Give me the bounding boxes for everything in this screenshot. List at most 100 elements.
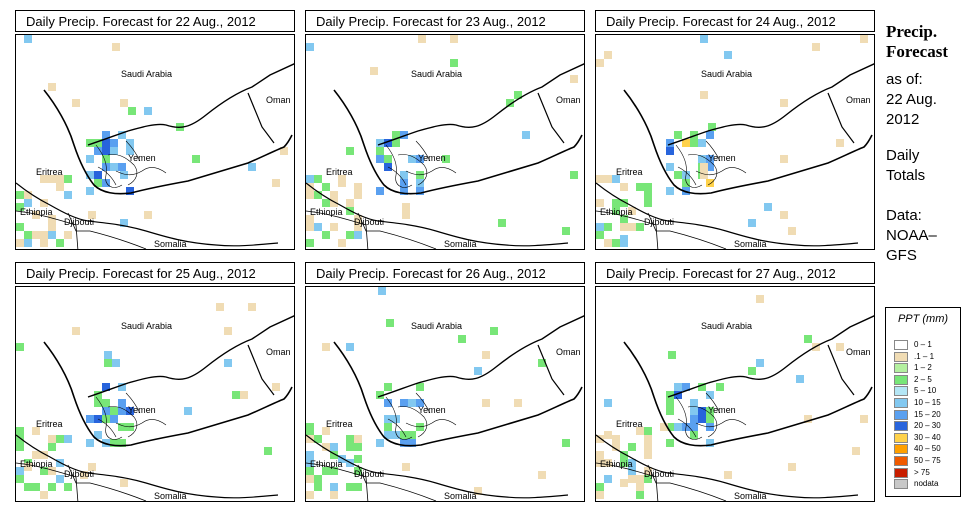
precip-cell [16,435,24,443]
precip-cell [16,203,24,211]
precip-cell [376,147,384,155]
precip-cell [474,367,482,375]
precip-cell [668,351,676,359]
precip-cell [716,383,724,391]
precip-cell [666,423,674,431]
precip-cell [322,231,330,239]
precip-cell [354,183,362,191]
precip-cell [40,199,48,207]
precip-cell [386,319,394,327]
precip-cell [860,415,868,423]
legend-label: .1 – 1 [914,351,935,361]
eritrea-label: Eritrea [36,419,63,429]
governorate-border [415,392,431,414]
panel-title: Daily Precip. Forecast for 27 Aug., 2012 [595,262,875,284]
oman-label: Oman [846,95,871,105]
precip-cell [596,231,604,239]
governorate-border [97,166,117,186]
precip-cell [700,35,708,43]
panel-title: Daily Precip. Forecast for 23 Aug., 2012 [305,10,585,32]
precip-cell [682,187,690,195]
oman-border [827,92,855,144]
precip-cell [690,423,698,431]
precip-cell [94,391,102,399]
precip-cell [620,459,628,467]
precip-cell [604,239,612,247]
precip-cell [384,423,392,431]
legend-swatch [894,351,908,362]
precip-cell [706,179,714,187]
precip-cell [706,439,714,447]
precip-cell [354,215,362,223]
precip-map: Saudi Arabia Oman Yemen Eritrea Ethiopia Djib… [15,286,295,502]
precip-cell [392,431,400,439]
precip-cell [836,139,844,147]
governorate-border [695,167,747,176]
precip-cell [330,223,338,231]
precip-cell [306,215,314,223]
precip-cell [86,187,94,195]
precip-cell [674,423,682,431]
precip-cell [110,163,118,171]
precip-cell [330,483,338,491]
precip-cell [416,187,424,195]
legend-label: 40 – 50 [914,444,941,454]
precip-cell [402,203,410,211]
precip-cell [48,215,56,223]
precip-cell [338,455,346,463]
precip-cell [120,99,128,107]
precip-cell [24,199,32,207]
precip-cell [852,447,860,455]
precip-cell [620,223,628,231]
precip-cell [666,439,674,447]
precip-cell [24,35,32,43]
oman-border [247,92,275,144]
precip-cell [16,427,24,435]
precip-cell [110,415,118,423]
precip-cell [376,155,384,163]
saudi-label: Saudi Arabia [701,69,752,79]
djibouti-border [357,212,380,232]
precip-cell [354,231,362,239]
precip-cell [16,191,24,199]
as-of-year: 2012 [886,111,920,128]
as-of-date: 22 Aug. [886,91,937,108]
precip-cell [120,171,128,179]
precip-cell [314,435,322,443]
legend-label: 50 – 75 [914,456,941,465]
precip-cell [700,163,708,171]
precip-cell [724,51,732,59]
data-source-2: GFS [886,247,917,264]
precip-cell [804,335,812,343]
precip-cell [812,43,820,51]
precip-cell [346,199,354,207]
legend-label: 20 – 30 [914,421,941,431]
forecast-panel-24: Daily Precip. Forecast for 24 Aug., 2012… [595,10,875,250]
precip-cell [48,443,56,451]
legend-label: 30 – 40 [914,432,941,442]
yemen-label: Yemen [418,405,446,415]
yemen-label: Yemen [708,153,736,163]
legend-swatch [894,432,908,443]
precip-cell [102,399,110,407]
precip-cell [102,179,110,187]
coastline [333,89,583,195]
precip-cell [498,219,506,227]
precip-cell [612,207,620,215]
precip-cell [126,139,134,147]
precip-cell [102,139,110,147]
precip-map: Saudi Arabia Oman Yemen Eritrea Ethiopia Djib… [595,286,875,502]
precip-cell [306,183,314,191]
precip-cell [596,199,604,207]
ethiopia-border [596,462,659,501]
precip-cell [628,223,636,231]
precip-cell [248,303,256,311]
precip-cell [370,67,378,75]
legend-label: 2 – 5 [914,374,932,384]
precip-cell [64,175,72,183]
precip-cell [72,327,80,335]
precip-cell [346,231,354,239]
precip-cell [604,431,612,439]
precip-cell [338,239,346,247]
precip-cell [102,163,110,171]
